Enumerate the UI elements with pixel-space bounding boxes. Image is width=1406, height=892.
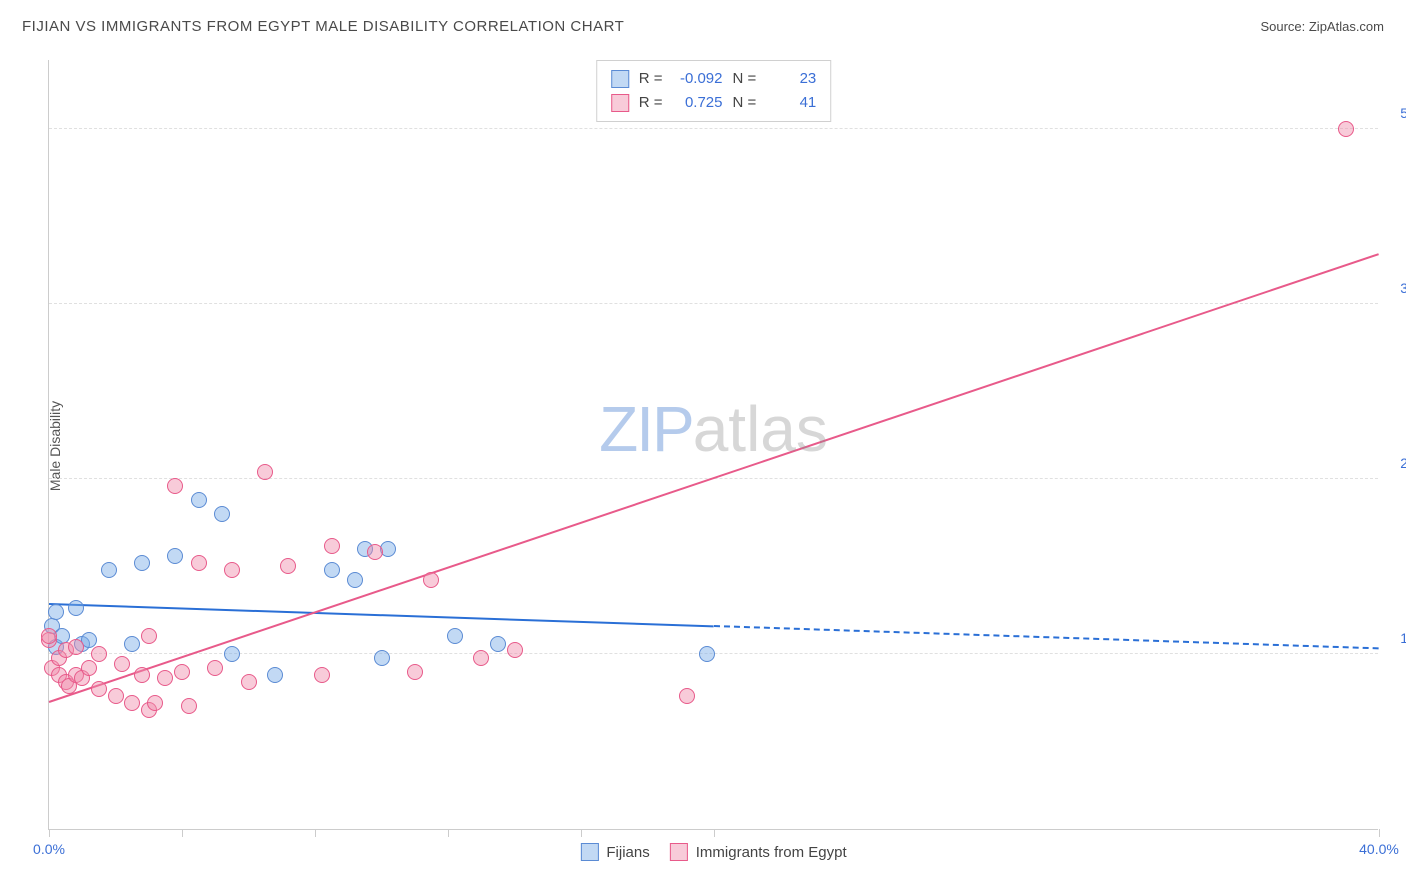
data-point-egypt bbox=[81, 660, 97, 676]
data-point-egypt bbox=[141, 628, 157, 644]
data-point-egypt bbox=[679, 688, 695, 704]
data-point-egypt bbox=[134, 667, 150, 683]
source-name: ZipAtlas.com bbox=[1309, 19, 1384, 34]
swatch-egypt bbox=[611, 94, 629, 112]
data-point-egypt bbox=[207, 660, 223, 676]
data-point-egypt bbox=[314, 667, 330, 683]
data-point-egypt bbox=[507, 642, 523, 658]
data-point-fijians bbox=[490, 636, 506, 652]
stats-row-fijians: R = -0.092 N = 23 bbox=[611, 67, 817, 91]
swatch-egypt bbox=[670, 843, 688, 861]
chart-container: FIJIAN VS IMMIGRANTS FROM EGYPT MALE DIS… bbox=[0, 0, 1406, 892]
data-point-egypt bbox=[1338, 121, 1354, 137]
data-point-egypt bbox=[91, 646, 107, 662]
x-tick bbox=[448, 829, 449, 837]
data-point-fijians bbox=[48, 604, 64, 620]
data-point-egypt bbox=[174, 664, 190, 680]
x-tick-label: 40.0% bbox=[1359, 841, 1399, 857]
data-point-egypt bbox=[41, 628, 57, 644]
data-point-egypt bbox=[91, 681, 107, 697]
watermark: ZIPatlas bbox=[599, 392, 828, 466]
data-point-egypt bbox=[68, 639, 84, 655]
data-point-fijians bbox=[324, 562, 340, 578]
stats-legend-box: R = -0.092 N = 23 R = 0.725 N = 41 bbox=[596, 60, 832, 122]
plot-area: ZIPatlas R = -0.092 N = 23 R = 0.725 N =… bbox=[48, 60, 1378, 830]
watermark-zip: ZIP bbox=[599, 393, 693, 465]
data-point-egypt bbox=[147, 695, 163, 711]
source-prefix: Source: bbox=[1260, 19, 1308, 34]
legend-label-fijians: Fijians bbox=[606, 844, 649, 861]
data-point-egypt bbox=[280, 558, 296, 574]
r-label: R = bbox=[639, 91, 663, 115]
gridline-h bbox=[49, 128, 1378, 129]
regression-line bbox=[714, 625, 1379, 649]
r-value-fijians: -0.092 bbox=[673, 67, 723, 91]
swatch-fijians bbox=[580, 843, 598, 861]
header: FIJIAN VS IMMIGRANTS FROM EGYPT MALE DIS… bbox=[22, 18, 1384, 35]
data-point-egypt bbox=[191, 555, 207, 571]
x-tick-label: 0.0% bbox=[33, 841, 65, 857]
data-point-egypt bbox=[423, 572, 439, 588]
data-point-egypt bbox=[181, 698, 197, 714]
legend-item-egypt: Immigrants from Egypt bbox=[670, 843, 847, 861]
regression-line bbox=[49, 603, 714, 627]
data-point-egypt bbox=[324, 538, 340, 554]
data-point-fijians bbox=[374, 650, 390, 666]
data-point-fijians bbox=[191, 492, 207, 508]
y-tick-label: 25.0% bbox=[1400, 455, 1406, 471]
data-point-egypt bbox=[124, 695, 140, 711]
data-point-egypt bbox=[114, 656, 130, 672]
data-point-fijians bbox=[124, 636, 140, 652]
r-value-egypt: 0.725 bbox=[673, 91, 723, 115]
y-tick-label: 50.0% bbox=[1400, 105, 1406, 121]
n-label: N = bbox=[733, 91, 757, 115]
data-point-fijians bbox=[447, 628, 463, 644]
x-tick bbox=[315, 829, 316, 837]
x-tick bbox=[581, 829, 582, 837]
data-point-fijians bbox=[214, 506, 230, 522]
data-point-egypt bbox=[157, 670, 173, 686]
swatch-fijians bbox=[611, 70, 629, 88]
n-label: N = bbox=[733, 67, 757, 91]
data-point-egypt bbox=[224, 562, 240, 578]
data-point-fijians bbox=[224, 646, 240, 662]
legend-label-egypt: Immigrants from Egypt bbox=[696, 844, 847, 861]
watermark-atlas: atlas bbox=[693, 393, 828, 465]
data-point-egypt bbox=[367, 544, 383, 560]
data-point-egypt bbox=[108, 688, 124, 704]
gridline-h bbox=[49, 303, 1378, 304]
data-point-fijians bbox=[699, 646, 715, 662]
chart-title: FIJIAN VS IMMIGRANTS FROM EGYPT MALE DIS… bbox=[22, 18, 624, 35]
data-point-fijians bbox=[167, 548, 183, 564]
n-value-fijians: 23 bbox=[766, 67, 816, 91]
data-point-fijians bbox=[68, 600, 84, 616]
x-tick bbox=[714, 829, 715, 837]
x-tick bbox=[49, 829, 50, 837]
r-label: R = bbox=[639, 67, 663, 91]
data-point-egypt bbox=[257, 464, 273, 480]
data-point-fijians bbox=[347, 572, 363, 588]
data-point-egypt bbox=[407, 664, 423, 680]
data-point-fijians bbox=[267, 667, 283, 683]
legend-item-fijians: Fijians bbox=[580, 843, 649, 861]
x-tick bbox=[1379, 829, 1380, 837]
stats-row-egypt: R = 0.725 N = 41 bbox=[611, 91, 817, 115]
bottom-legend: Fijians Immigrants from Egypt bbox=[580, 843, 846, 861]
n-value-egypt: 41 bbox=[766, 91, 816, 115]
source-attribution: Source: ZipAtlas.com bbox=[1260, 19, 1384, 34]
x-tick bbox=[182, 829, 183, 837]
data-point-fijians bbox=[101, 562, 117, 578]
data-point-fijians bbox=[134, 555, 150, 571]
data-point-egypt bbox=[473, 650, 489, 666]
data-point-egypt bbox=[167, 478, 183, 494]
y-tick-label: 12.5% bbox=[1400, 630, 1406, 646]
y-tick-label: 37.5% bbox=[1400, 280, 1406, 296]
data-point-egypt bbox=[241, 674, 257, 690]
